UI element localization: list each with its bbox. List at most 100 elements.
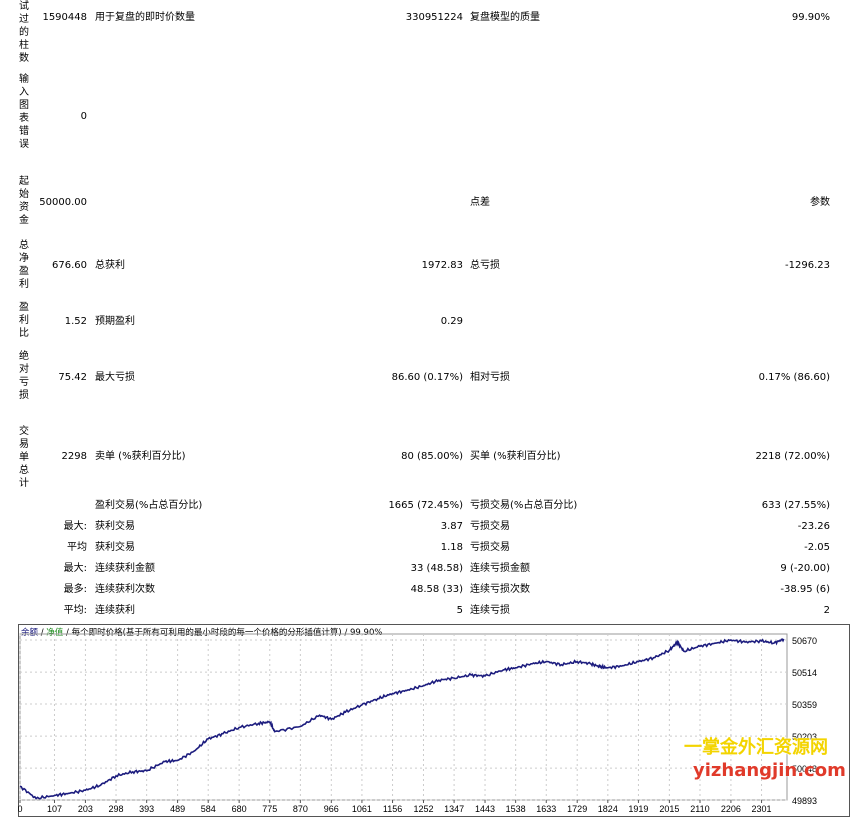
label-bars-tested: 试过的柱数 xyxy=(19,1,29,64)
ticks-modelled-label: 用于复盘的即时价数量 xyxy=(95,12,195,23)
label-chart-errors: 输入图表错误 xyxy=(19,74,29,150)
stats-value-loss: -23.26 xyxy=(797,521,830,532)
x-tick-label: 1347 xyxy=(444,804,464,814)
legend-separator: / xyxy=(66,628,69,638)
x-tick-label: 0 xyxy=(18,804,23,814)
long-positions-value: 2218 (72.00%) xyxy=(755,451,830,462)
plot-frame xyxy=(19,633,788,801)
legend-separator: / xyxy=(40,628,44,638)
stats-label-loss: 亏损交易 xyxy=(470,542,510,553)
stats-label-loss: 亏损交易(%占总百分比) xyxy=(470,500,578,511)
x-tick-label: 2015 xyxy=(659,804,679,814)
total-trades-value: 2298 xyxy=(61,451,87,462)
label-initial-deposit: 起始资金 xyxy=(19,176,29,226)
modelling-quality-value: 99.90% xyxy=(791,12,830,23)
watermark-cn: 一掌金外汇资源网 xyxy=(684,737,828,758)
x-tick-label: 966 xyxy=(324,804,339,814)
short-positions-label: 卖单 (%获利百分比) xyxy=(95,451,186,462)
rel-drawdown-value: 0.17% (86.60) xyxy=(758,372,830,383)
max-drawdown-label: 最大亏损 xyxy=(95,372,135,383)
x-tick-label: 107 xyxy=(47,804,62,814)
spread-label: 点差 xyxy=(470,197,490,208)
chart-plot: 50670 50514 50359 50203 50048 49893 0 107 203 298… xyxy=(18,624,850,817)
stats-label-win: 获利交易 xyxy=(95,521,135,532)
stats-value-win: 3.87 xyxy=(440,521,463,532)
y-tick-label: 50203 xyxy=(792,732,817,742)
stats-value-win: 1665 (72.45%) xyxy=(388,500,463,511)
stats-label-loss: 连续亏损金额 xyxy=(470,563,530,574)
stats-value-win: 48.58 (33) xyxy=(410,584,463,595)
label-total-trades: 交易单总计 xyxy=(19,426,29,489)
stats-label-loss: 连续亏损 xyxy=(470,605,510,616)
chart-description: 每个即时价格(基于所有可利用的最小时段的每一个价格的分形插值计算) xyxy=(71,628,342,638)
x-tick-label: 1729 xyxy=(567,804,587,814)
balance-chart: 余额 / 净值 / 每个即时价格(基于所有可利用的最小时段的每一个价格的分形插值… xyxy=(18,624,850,817)
x-tick-label: 775 xyxy=(262,804,277,814)
gross-profit-label: 总获利 xyxy=(95,260,125,271)
x-tick-label: 1538 xyxy=(506,804,526,814)
stats-label-win: 获利交易 xyxy=(95,542,135,553)
x-tick-label: 1156 xyxy=(383,804,402,814)
x-tick-label: 584 xyxy=(201,804,216,814)
x-tick-label: 1443 xyxy=(475,804,495,814)
spread-value: 参数 xyxy=(810,197,830,208)
initial-deposit-value: 50000.00 xyxy=(39,197,87,208)
long-positions-label: 买单 (%获利百分比) xyxy=(470,451,561,462)
x-tick-label: 393 xyxy=(139,804,154,814)
gross-profit-value: 1972.83 xyxy=(421,260,463,271)
label-net-profit: 总净盈利 xyxy=(19,240,29,290)
y-tick-label: 50514 xyxy=(792,668,817,678)
stats-prefix: 最大: xyxy=(63,521,87,532)
chart-header: 余额 / 净值 / 每个即时价格(基于所有可利用的最小时段的每一个价格的分形插值… xyxy=(21,628,382,638)
y-tick-label: 50359 xyxy=(792,700,817,710)
chart-errors-value: 0 xyxy=(80,111,87,122)
stats-value-loss: -38.95 (6) xyxy=(780,584,830,595)
balance-legend: 余额 xyxy=(21,628,39,638)
stats-value-win: 33 (48.58) xyxy=(410,563,463,574)
y-tick-label: 50048 xyxy=(792,764,817,774)
x-tick-label: 1919 xyxy=(628,804,648,814)
ticks-modelled-value: 330951224 xyxy=(405,12,463,23)
stats-value-loss: 633 (27.55%) xyxy=(761,500,830,511)
x-tick-label: 870 xyxy=(293,804,308,814)
x-tick-label: 1633 xyxy=(536,804,556,814)
x-tick-label: 1252 xyxy=(413,804,433,814)
stats-label-win: 连续获利次数 xyxy=(95,584,155,595)
expected-payoff-label: 预期盈利 xyxy=(95,316,135,327)
stats-prefix: 平均 xyxy=(67,542,87,553)
x-tick-label: 1824 xyxy=(598,804,618,814)
x-tick-label: 680 xyxy=(232,804,247,814)
stats-label-win: 盈利交易(%占总百分比) xyxy=(95,500,203,511)
y-tick-label: 49893 xyxy=(792,796,817,806)
stats-prefix: 最大: xyxy=(63,563,87,574)
stats-prefix: 平均: xyxy=(63,605,87,616)
label-profit-factor: 盈利比 xyxy=(19,302,29,339)
chart-quality: 99.90% xyxy=(350,628,383,638)
x-tick-label: 2301 xyxy=(752,804,772,814)
stats-value-win: 5 xyxy=(456,605,463,616)
legend-separator: / xyxy=(344,628,348,638)
abs-drawdown-value: 75.42 xyxy=(58,372,87,383)
x-tick-label: 1061 xyxy=(352,804,372,814)
y-tick-label: 50670 xyxy=(792,636,817,646)
stats-label-loss: 亏损交易 xyxy=(470,521,510,532)
balance-series-line xyxy=(19,638,785,800)
profit-factor-value: 1.52 xyxy=(64,316,87,327)
x-tick-label: 203 xyxy=(78,804,93,814)
x-tick-label: 489 xyxy=(170,804,185,814)
max-drawdown-value: 86.60 (0.17%) xyxy=(391,372,463,383)
x-tick-label: 2110 xyxy=(690,804,709,814)
net-profit-value: 676.60 xyxy=(52,260,87,271)
gross-loss-value: -1296.23 xyxy=(785,260,830,271)
stats-value-win: 1.18 xyxy=(440,542,463,553)
stats-value-loss: -2.05 xyxy=(804,542,830,553)
chart-frame xyxy=(18,624,850,817)
x-tick-label: 298 xyxy=(109,804,124,814)
expected-payoff-value: 0.29 xyxy=(440,316,463,327)
short-positions-value: 80 (85.00%) xyxy=(401,451,463,462)
equity-legend: 净值 xyxy=(46,628,64,638)
bars-tested-value: 1590448 xyxy=(42,12,87,23)
stats-value-loss: 9 (-20.00) xyxy=(780,563,830,574)
rel-drawdown-label: 相对亏损 xyxy=(470,372,510,383)
modelling-quality-label: 复盘模型的质量 xyxy=(470,12,540,23)
